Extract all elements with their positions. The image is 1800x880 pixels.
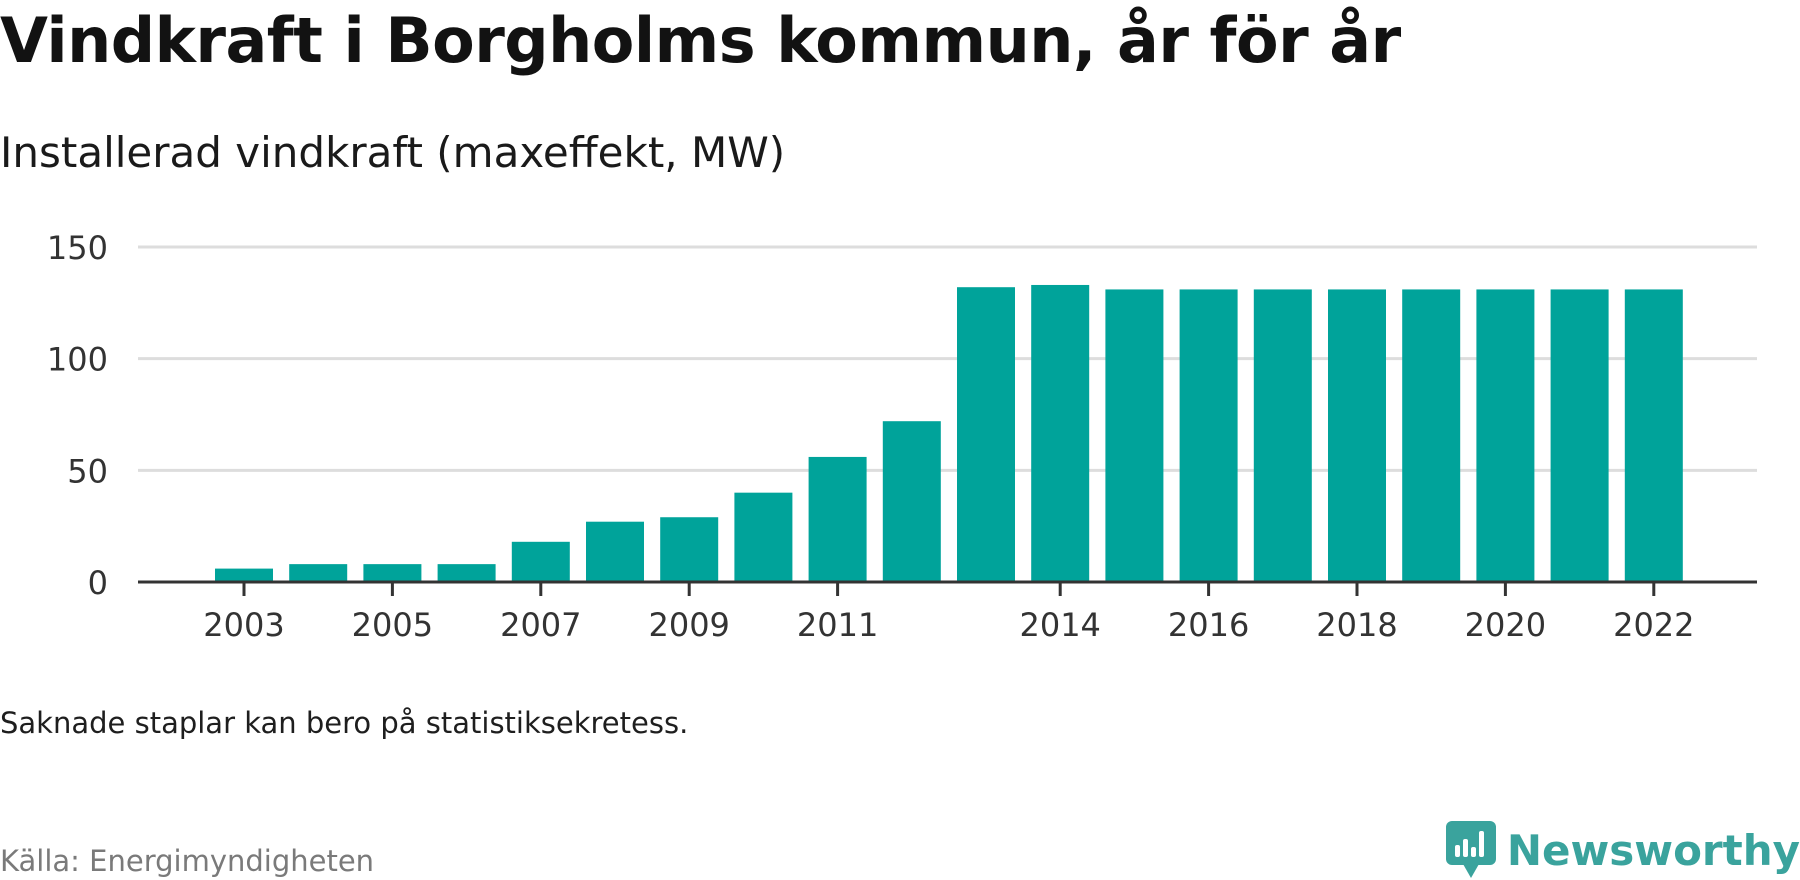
newsworthy-logo-icon — [1445, 821, 1496, 878]
x-tick-label: 2011 — [797, 606, 878, 640]
bar-2012 — [882, 421, 941, 582]
y-tick-labels: 0 50 100 150 — [47, 229, 108, 602]
x-tick-label: 2018 — [1316, 606, 1397, 640]
y-tick-label: 0 — [88, 564, 108, 602]
x-tick-labels: 2003 2005 2007 2009 2011 2014 2016 2018 2020 2022 — [203, 582, 1695, 640]
bar-2009 — [660, 517, 719, 582]
x-tick-label: 2003 — [203, 606, 284, 640]
x-tick-label: 2022 — [1613, 606, 1694, 640]
bars — [215, 284, 1683, 582]
bar-2021 — [1550, 289, 1609, 582]
x-tick-label: 2020 — [1465, 606, 1546, 640]
footnote: Saknade staplar kan bero på statistiksek… — [0, 706, 689, 740]
bar-2003 — [215, 568, 273, 582]
bar-2010 — [734, 492, 793, 582]
bar-2007 — [511, 541, 570, 582]
y-tick-label: 100 — [47, 341, 108, 379]
x-tick-label: 2007 — [500, 606, 581, 640]
bar-2020 — [1476, 289, 1535, 582]
source-label: Källa: Energimyndigheten — [0, 844, 375, 878]
bar-2017 — [1253, 289, 1312, 582]
bar-2019 — [1402, 289, 1461, 582]
bar-2008 — [586, 521, 644, 582]
bar-2022 — [1624, 289, 1683, 582]
chart-subtitle: Installerad vindkraft (maxeffekt, MW) — [0, 128, 786, 177]
bar-2006 — [437, 564, 496, 582]
x-tick-label: 2016 — [1168, 606, 1249, 640]
x-tick-label: 2009 — [648, 606, 729, 640]
bar-2011 — [808, 456, 867, 582]
brand-logo: Newsworthy — [1445, 820, 1800, 880]
bar-2014 — [1031, 284, 1090, 582]
bar-2005 — [363, 564, 422, 582]
bar-2004 — [289, 564, 348, 582]
x-tick-label: 2014 — [1019, 606, 1100, 640]
brand-name: Newsworthy — [1506, 825, 1800, 875]
x-tick-label: 2005 — [352, 606, 433, 640]
bar-2018 — [1328, 289, 1386, 582]
bar-2015 — [1105, 289, 1164, 582]
y-tick-label: 50 — [67, 452, 108, 490]
bar-2013 — [957, 287, 1015, 582]
y-tick-label: 150 — [47, 229, 108, 267]
bar-2016 — [1179, 289, 1238, 582]
chart-title: Vindkraft i Borgholms kommun, år för år — [0, 4, 1401, 77]
